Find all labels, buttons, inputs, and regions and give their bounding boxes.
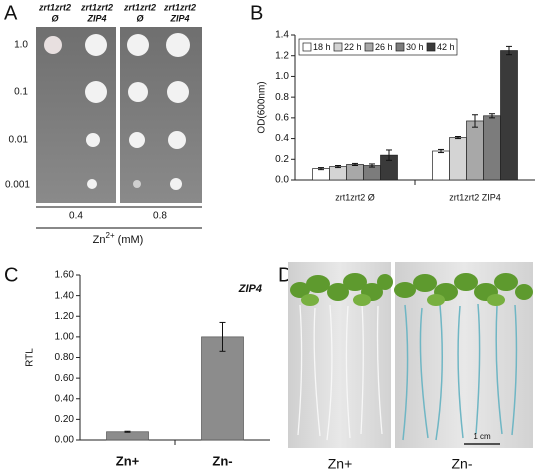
- dilution-label: 0.001: [5, 180, 30, 191]
- bar: [483, 115, 501, 181]
- y-tick-label: 1.20: [55, 311, 75, 322]
- panel-label: C: [4, 264, 18, 286]
- y-axis-label: OD(600nm): [257, 81, 268, 133]
- condition-label: Zn-: [452, 456, 473, 472]
- bar: [106, 431, 149, 441]
- y-tick-label: 1.60: [55, 270, 75, 281]
- x-tick-label: Zn+: [116, 453, 140, 468]
- y-axis-label: RTL: [25, 348, 36, 367]
- strain-genotype: ZIP4: [169, 13, 189, 23]
- y-tick-label: 0.2: [275, 154, 289, 165]
- legend-label: 18 h: [313, 42, 331, 52]
- legend-label: 42 h: [437, 42, 455, 52]
- y-tick-label: 0.40: [55, 393, 75, 404]
- bar: [363, 165, 381, 181]
- strain-headers: zrt1zrt2 Ø zrt1zrt2 ZIP4 zrt1zrt2 Ø zrt1…: [38, 2, 196, 23]
- condition-label: Zn+: [328, 456, 353, 472]
- zinc-level: 0.4: [69, 211, 83, 222]
- legend-label: 30 h: [406, 42, 424, 52]
- y-tick-label: 0.4: [275, 133, 289, 144]
- legend-swatch: [302, 42, 312, 52]
- y-tick-label: 0.60: [55, 373, 75, 384]
- strain-name: zrt1zrt2: [80, 2, 113, 12]
- bar: [432, 150, 450, 181]
- y-tick-label: 0.00: [55, 435, 75, 446]
- y-tick-label: 0.80: [55, 352, 75, 363]
- dilution-label: 1.0: [14, 40, 28, 51]
- yeast-spots: [44, 33, 190, 190]
- chart-title: ZIP4: [238, 283, 262, 295]
- axis-label-part: Zn: [93, 234, 106, 246]
- x-tick-label: zrt1zrt2 Ø: [335, 192, 375, 202]
- dilution-label: 0.01: [9, 135, 29, 146]
- bar: [346, 164, 364, 181]
- axis-label-part: (mM): [115, 234, 144, 246]
- strain-genotype: ZIP4: [86, 13, 106, 23]
- dilution-label: 0.1: [14, 87, 28, 98]
- legend-swatch: [395, 42, 405, 52]
- y-tick-label: 1.2: [275, 50, 289, 61]
- bar: [312, 168, 330, 181]
- x-tick-label: zrt1zrt2 ZIP4: [449, 192, 501, 202]
- legend-label: 22 h: [344, 42, 362, 52]
- y-tick-label: 0.6: [275, 112, 289, 123]
- bar: [201, 336, 244, 441]
- legend-label: 26 h: [375, 42, 393, 52]
- bar: [449, 137, 467, 181]
- y-tick-label: 0.0: [275, 175, 289, 186]
- strain-genotype: Ø: [51, 13, 59, 23]
- y-tick-label: 0.8: [275, 92, 289, 103]
- axis-label-part: 2+: [106, 231, 115, 240]
- axis-label: Zn2+ (mM): [93, 231, 144, 246]
- scale-bar-label: 1 cm: [473, 432, 491, 441]
- panel-label: B: [250, 2, 263, 24]
- plate-photo: [120, 27, 202, 203]
- strain-genotype: Ø: [136, 13, 144, 23]
- strain-name: zrt1zrt2: [123, 2, 156, 12]
- bar: [500, 50, 518, 181]
- legend-swatch: [364, 42, 374, 52]
- y-tick-label: 1.00: [55, 332, 75, 343]
- zinc-level: 0.8: [153, 211, 167, 222]
- legend-swatch: [333, 42, 343, 52]
- x-tick-label: Zn-: [212, 453, 232, 468]
- panel-label: A: [4, 2, 18, 24]
- y-tick-label: 0.20: [55, 414, 75, 425]
- y-tick-label: 1.40: [55, 290, 75, 301]
- strain-name: zrt1zrt2: [163, 2, 196, 12]
- strain-name: zrt1zrt2: [38, 2, 71, 12]
- seedling-photo: [394, 262, 533, 448]
- y-tick-label: 1.0: [275, 71, 289, 82]
- legend-swatch: [426, 42, 436, 52]
- bar: [329, 166, 347, 181]
- plate-photo: [36, 27, 116, 203]
- bar: [466, 120, 484, 181]
- y-tick-label: 1.4: [275, 30, 289, 41]
- seedling-photo: [288, 262, 393, 448]
